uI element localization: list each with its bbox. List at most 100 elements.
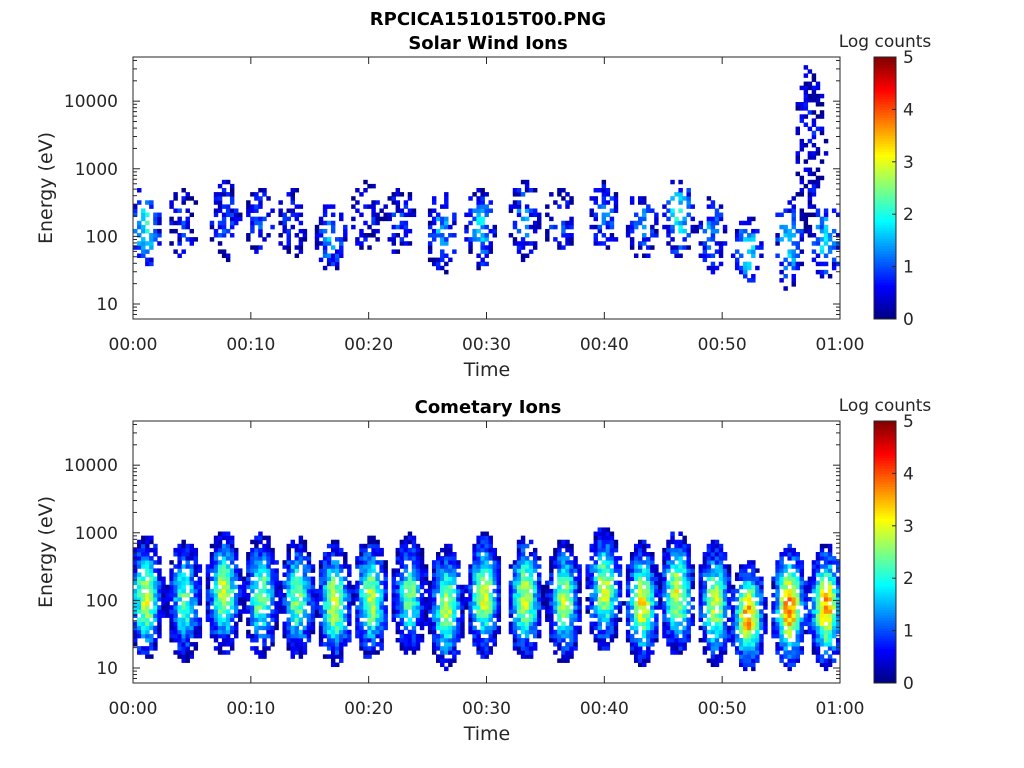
heatmap-cell [633, 613, 639, 618]
colorbar-segment [874, 549, 896, 553]
heatmap-cell [440, 547, 445, 553]
heatmap-cell [411, 597, 417, 602]
heatmap-cell [448, 658, 453, 663]
heatmap-cell [528, 560, 534, 565]
heatmap-cell [601, 572, 607, 577]
colorbar-segment [874, 140, 896, 144]
heatmap-cell [674, 552, 679, 557]
heatmap-cell [613, 629, 619, 635]
heatmap-cell [597, 572, 603, 577]
heatmap-cell [803, 580, 809, 586]
heatmap-cell [197, 564, 203, 569]
heatmap-cell [739, 617, 744, 622]
heatmap-cell [431, 208, 437, 213]
heatmap-cell [371, 637, 376, 643]
heatmap-cell [452, 233, 457, 238]
heatmap-cell [730, 633, 736, 639]
heatmap-cell [835, 584, 841, 590]
heatmap-cell [133, 547, 138, 553]
heatmap-cell [468, 629, 473, 635]
colorbar-segment [874, 311, 896, 315]
heatmap-cell [137, 188, 142, 193]
heatmap-cell [254, 560, 259, 565]
heatmap-cell [205, 568, 211, 573]
heatmap-cell [173, 650, 178, 655]
heatmap-cell [294, 580, 300, 586]
heatmap-cell [145, 261, 150, 267]
heatmap-cell [145, 228, 150, 234]
heatmap-cell [266, 572, 271, 577]
heatmap-cell [629, 637, 635, 643]
heatmap-cell [157, 621, 162, 627]
heatmap-cell [561, 637, 566, 643]
heatmap-cell [743, 658, 748, 663]
heatmap-cell [149, 597, 154, 602]
heatmap-cell [654, 629, 659, 635]
heatmap-cell [480, 224, 485, 230]
heatmap-cell [557, 584, 562, 590]
heatmap-cell [298, 609, 304, 614]
heatmap-cell [302, 609, 308, 614]
heatmap-cell [355, 613, 360, 618]
heatmap-cell [173, 572, 178, 577]
heatmap-cell [662, 613, 667, 618]
heatmap-cell [205, 564, 211, 569]
heatmap-cell [625, 609, 631, 614]
heatmap-cell [452, 568, 457, 573]
heatmap-cell [815, 564, 821, 569]
heatmap-cell [646, 552, 651, 557]
heatmap-cell [363, 564, 368, 569]
heatmap-cell [371, 584, 376, 590]
heatmap-cell [339, 253, 344, 258]
heatmap-cell [662, 592, 667, 598]
heatmap-cell [803, 183, 809, 189]
heatmap-cell [488, 249, 493, 254]
heatmap-cell [185, 576, 190, 582]
heatmap-cell [642, 560, 647, 565]
heatmap-cell [225, 556, 231, 561]
heatmap-cell [823, 564, 829, 569]
heatmap-cell [751, 216, 756, 222]
heatmap-cell [791, 625, 796, 631]
heatmap-cell [181, 233, 186, 238]
colorbar-segment [874, 622, 896, 626]
heatmap-cell [274, 592, 279, 598]
heatmap-cell [468, 584, 473, 590]
heatmap-cell [221, 552, 227, 557]
colorbar-segment [874, 316, 896, 320]
heatmap-cell [476, 580, 481, 586]
heatmap-cell [835, 564, 841, 569]
heatmap-cell [698, 609, 704, 614]
heatmap-cell [565, 192, 570, 197]
heatmap-cell [221, 224, 227, 230]
heatmap-cell [787, 658, 792, 663]
heatmap-cell [371, 564, 376, 569]
heatmap-cell [298, 228, 304, 234]
heatmap-cell [734, 233, 740, 238]
heatmap-cell [629, 568, 635, 573]
heatmap-cell [234, 576, 239, 582]
heatmap-cell [601, 188, 607, 193]
heatmap-cell [185, 552, 190, 557]
heatmap-cell [771, 605, 776, 610]
heatmap-cell [674, 650, 679, 655]
heatmap-cell [375, 580, 380, 586]
heatmap-cell [787, 564, 792, 569]
heatmap-cell [553, 642, 558, 647]
heatmap-cell [573, 609, 578, 614]
heatmap-cell [193, 564, 199, 569]
heatmap-cell [650, 576, 655, 582]
heatmap-cell [609, 576, 615, 582]
heatmap-cell [601, 200, 607, 205]
heatmap-cell [601, 642, 607, 647]
heatmap-cell [605, 597, 611, 602]
heatmap-cell [440, 605, 445, 610]
heatmap-cell [702, 249, 708, 254]
heatmap-cell [234, 629, 239, 635]
heatmap-cell [512, 560, 518, 565]
heatmap-cell [557, 543, 562, 549]
heatmap-cell [565, 642, 570, 647]
heatmap-cell [799, 572, 805, 577]
heatmap-cell [347, 613, 352, 618]
heatmap-cell [379, 552, 384, 557]
